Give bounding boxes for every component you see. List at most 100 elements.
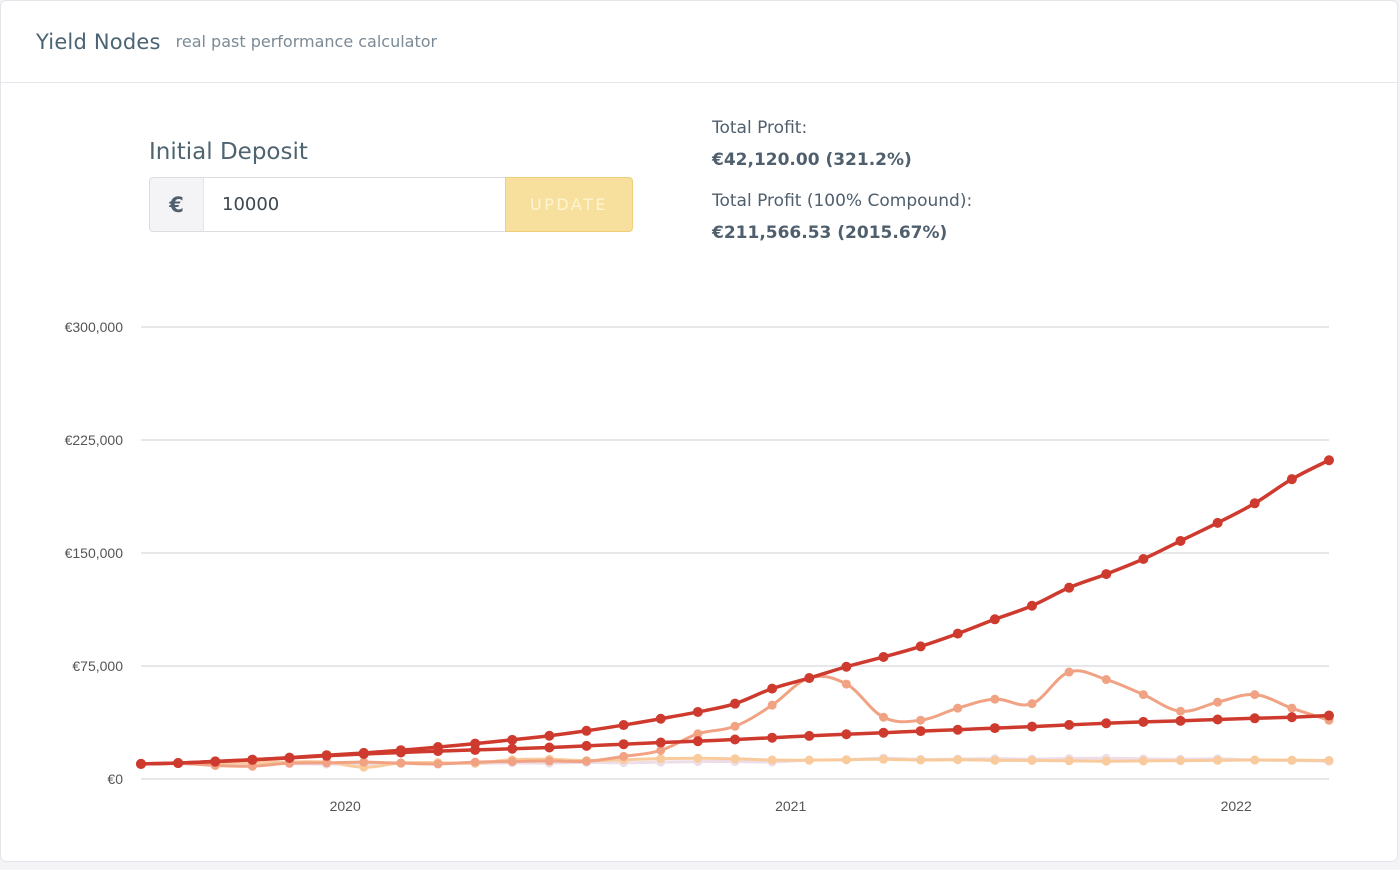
y-tick-label: €150,000 (65, 545, 124, 561)
series-point (989, 614, 1000, 625)
series-point (1101, 756, 1111, 766)
series-point (321, 750, 332, 761)
total-profit-label: Total Profit: (712, 118, 808, 138)
series-point (507, 734, 518, 745)
series-point (730, 721, 740, 731)
series-point (1212, 517, 1223, 528)
series-point (582, 756, 591, 766)
x-tick-label: 2022 (1221, 798, 1252, 814)
series-point (767, 755, 777, 765)
series-point (1176, 706, 1185, 716)
compound-profit-block: Total Profit (100% Compound): €211,566.5… (712, 191, 972, 243)
series-point (655, 737, 666, 748)
x-tick-label: 2021 (775, 798, 806, 814)
series-point (1138, 716, 1149, 727)
series-point (507, 743, 518, 754)
y-tick-label: €225,000 (65, 432, 124, 448)
series-point (396, 758, 406, 768)
brand-tagline: real past performance calculator (175, 32, 438, 51)
y-tick-label: €300,000 (65, 319, 124, 335)
page-header: Yield Nodes real past performance calcul… (1, 1, 1399, 83)
series-point (841, 679, 851, 689)
series-point (1138, 756, 1148, 766)
series-point (916, 715, 926, 725)
series-point (1138, 554, 1149, 565)
series-point (693, 753, 703, 763)
series-point (767, 732, 778, 743)
series-point (1027, 600, 1037, 611)
series-point (1064, 582, 1075, 593)
series-point (916, 755, 926, 765)
series-point (730, 698, 740, 709)
series-line (139, 458, 1331, 766)
series-point (767, 700, 777, 710)
series-point (1249, 713, 1260, 724)
performance-chart-svg: €0 €75,000 €150,000 €225,000 €300,000 2020 202… (65, 319, 1334, 814)
series-point (247, 754, 258, 765)
series-point (655, 713, 666, 724)
series-point (915, 726, 926, 737)
series-point (1027, 755, 1037, 765)
series-point (1064, 667, 1074, 677)
series-point (1324, 455, 1334, 466)
series-point (1250, 755, 1260, 765)
series-point (1101, 718, 1112, 729)
series-point (136, 758, 146, 769)
series-point (692, 706, 703, 717)
currency-addon: € (149, 177, 203, 232)
y-tick-label: €75,000 (72, 658, 123, 674)
series-point (1064, 756, 1074, 766)
series-point (1324, 755, 1334, 765)
series-point (952, 724, 963, 735)
series-point (507, 757, 517, 767)
series-point (804, 730, 815, 741)
deposit-amount-input[interactable] (203, 177, 505, 232)
series-point (915, 641, 926, 652)
series-point (1027, 699, 1037, 709)
series-point (1027, 721, 1037, 732)
series-point (841, 755, 851, 765)
series-point (359, 757, 369, 767)
series-point (581, 725, 592, 736)
series-point (990, 694, 1000, 704)
series-point (878, 651, 889, 662)
series-point (618, 720, 629, 731)
series-point (1287, 755, 1297, 765)
series-point (730, 734, 740, 745)
series-point (1212, 714, 1223, 725)
series-point (952, 628, 963, 639)
brand-title: Yield Nodes (36, 29, 161, 54)
total-profit-block: Total Profit: €42,120.00 (321.2%) (712, 118, 912, 170)
series-point (470, 738, 481, 749)
series-point (841, 661, 852, 672)
series-point (878, 727, 889, 738)
series-point (879, 712, 888, 722)
series-point (693, 729, 703, 739)
series-point (544, 756, 554, 766)
series-point (619, 751, 629, 761)
compound-profit-value: €211,566.53 (2015.67%) (712, 223, 948, 243)
y-tick-label: €0 (107, 771, 123, 787)
series-point (953, 755, 963, 765)
series-point (284, 752, 295, 763)
series-point (1286, 474, 1297, 485)
series-point (656, 745, 666, 755)
series-point (395, 745, 406, 756)
series-point (1175, 535, 1186, 546)
series-line (139, 669, 1331, 768)
series-point (990, 755, 1000, 765)
series-point (841, 729, 852, 740)
series-point (322, 758, 332, 768)
series-point (210, 756, 221, 767)
series-point (1250, 690, 1260, 700)
series-point (1324, 710, 1334, 721)
update-button[interactable]: UPDATE (505, 177, 633, 232)
performance-chart: €0 €75,000 €150,000 €225,000 €300,000 2020 202… (1, 291, 1399, 831)
series-point (1064, 719, 1075, 730)
series-point (1138, 690, 1148, 700)
deposit-input-group: € UPDATE (149, 177, 633, 232)
series-point (989, 723, 1000, 734)
series-point (1101, 569, 1112, 580)
series-point (1249, 498, 1260, 509)
